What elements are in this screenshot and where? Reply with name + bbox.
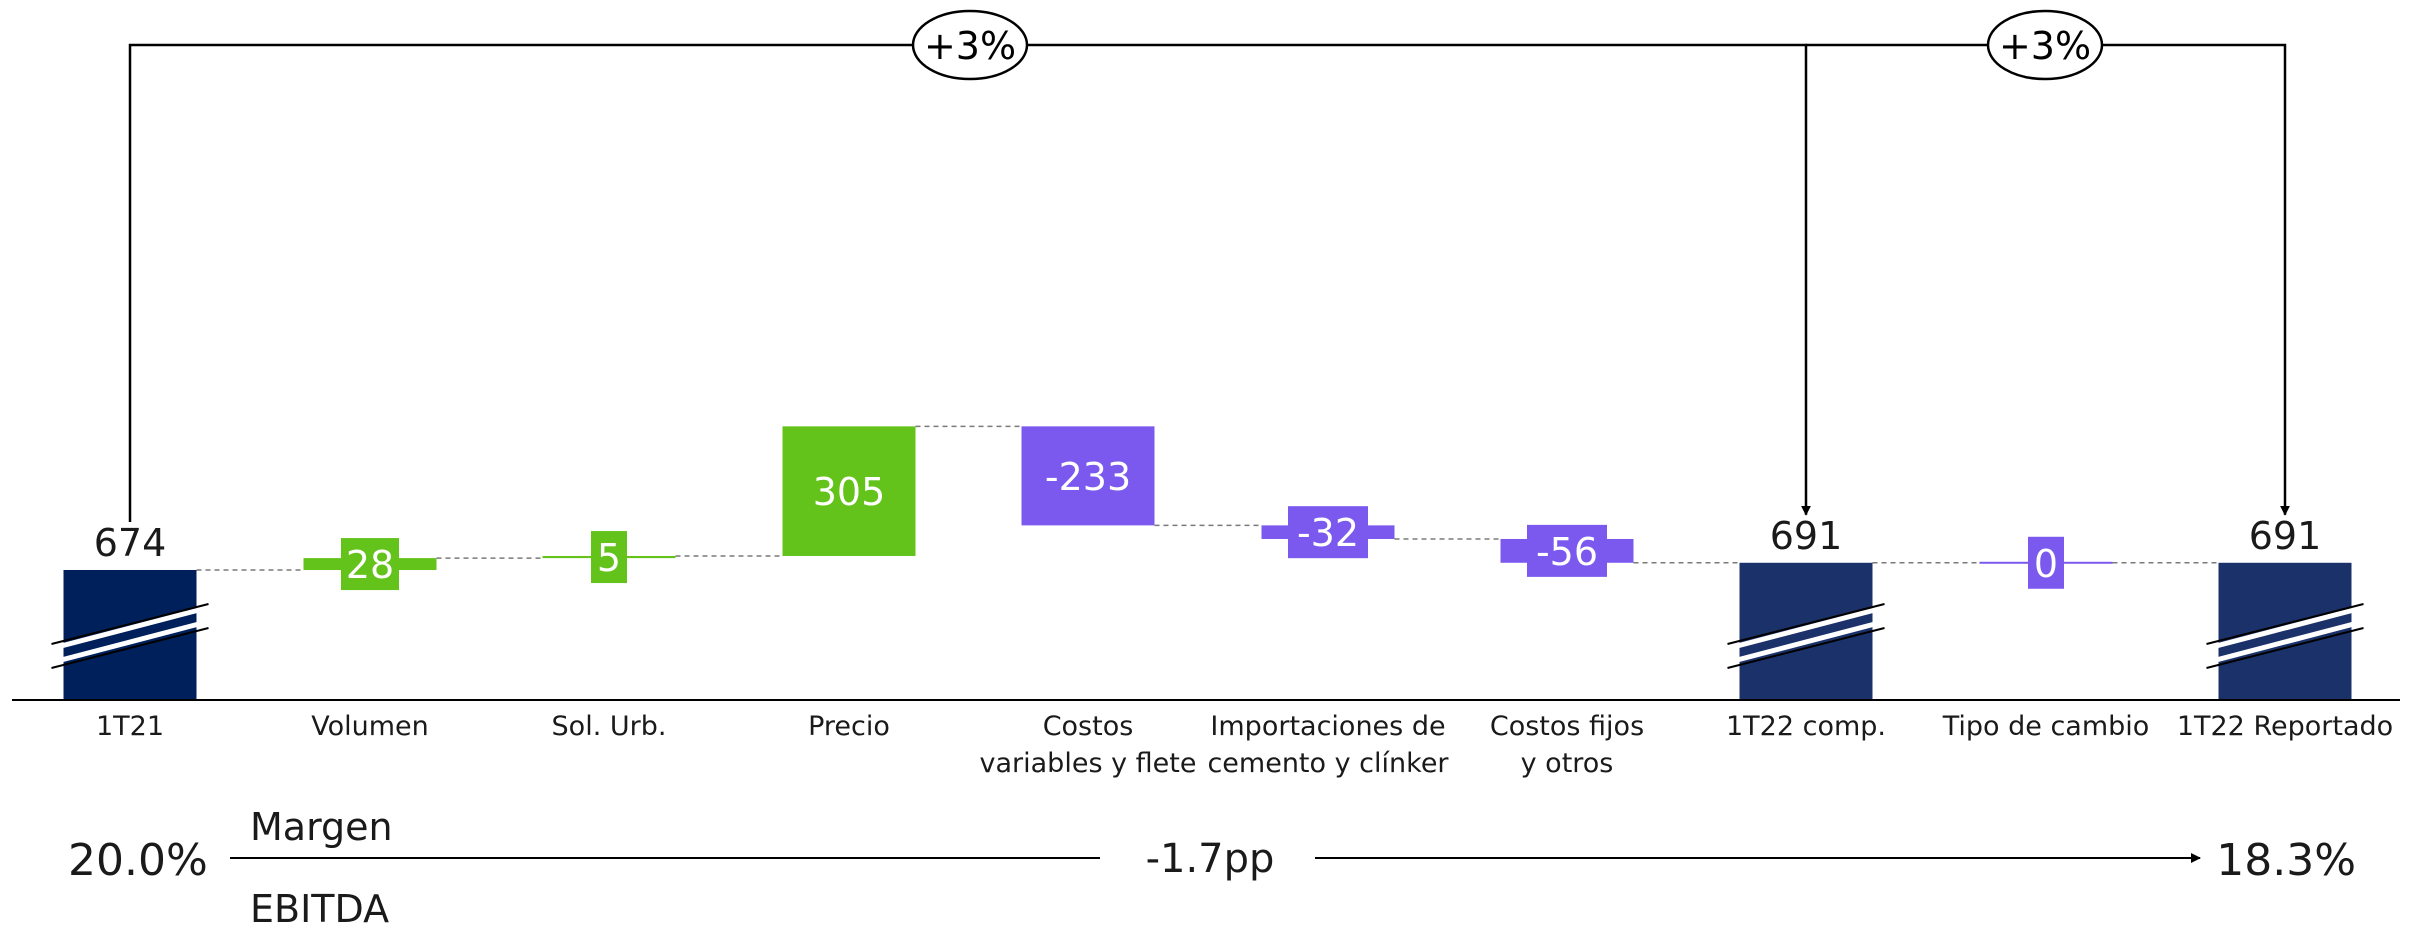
category-label: Sol. Urb.	[552, 711, 667, 742]
value-label-delta: 305	[813, 470, 886, 514]
margin-change-value: -1.7pp	[1146, 836, 1275, 882]
growth-arrow	[128, 43, 1811, 522]
bar-increase	[782, 426, 916, 556]
value-label-plate	[591, 531, 627, 584]
growth-label: +3%	[1999, 24, 2091, 68]
break-mark-line	[51, 603, 209, 645]
break-mark-white	[1728, 605, 1884, 651]
margin-start-value: 20.0%	[68, 835, 208, 886]
bar-decrease	[1021, 426, 1155, 526]
value-labels: 674 28 5 305 -233 -32 -56 691 0 691	[94, 455, 2322, 587]
break-mark-line	[1727, 627, 1885, 669]
break-mark-line	[1727, 603, 1885, 645]
category-label: Costos fijos	[1490, 711, 1644, 742]
value-label-total: 674	[94, 521, 167, 565]
category-label: Importaciones de	[1210, 711, 1445, 742]
ebitda-label: EBITDA	[250, 887, 389, 928]
value-label-delta: 0	[2034, 542, 2058, 586]
category-label: y otros	[1521, 748, 1614, 779]
break-mark-line	[51, 627, 209, 669]
value-label-delta: 5	[597, 536, 621, 580]
break-mark-line	[2206, 627, 2364, 669]
category-label: 1T21	[96, 711, 164, 742]
category-label: cemento y clínker	[1207, 748, 1449, 779]
value-label-plate	[2028, 536, 2064, 589]
bars-group	[63, 426, 2352, 700]
break-mark-white	[52, 605, 208, 651]
category-label: 1T22 Reportado	[2177, 711, 2393, 742]
ebitda-margin-row: Margen EBITDA 20.0% -1.7pp 18.3%	[68, 805, 2356, 928]
break-mark-white	[1728, 619, 1884, 665]
value-label-delta: -32	[1297, 511, 1359, 555]
margin-end-value: 18.3%	[2216, 835, 2356, 886]
break-mark-line	[2206, 603, 2364, 645]
growth-annotations: +3% +3%	[128, 9, 2290, 522]
break-mark-white	[2207, 619, 2363, 665]
break-mark-white	[2207, 605, 2363, 651]
growth-arrow	[1806, 43, 2290, 516]
value-label-total: 691	[2249, 514, 2322, 558]
growth-badge	[1986, 9, 2104, 81]
value-label-delta: -56	[1536, 530, 1598, 574]
category-label: Costos	[1043, 711, 1134, 742]
value-label-plate	[341, 538, 399, 591]
value-label-plate	[1527, 524, 1607, 577]
category-label: Tipo de cambio	[1942, 711, 2150, 742]
category-labels: 1T21 Volumen Sol. Urb. Precio Costos variable…	[96, 711, 2393, 779]
category-label: Precio	[808, 711, 890, 742]
break-mark-white	[52, 619, 208, 665]
value-label-plate	[1288, 506, 1368, 559]
growth-badge	[911, 9, 1029, 81]
axis-breaks	[51, 603, 2364, 669]
value-label-total: 691	[1770, 514, 1843, 558]
connector-lines	[196, 425, 2219, 571]
growth-label: +3%	[924, 24, 1016, 68]
margin-label: Margen	[250, 805, 393, 849]
category-label: variables y flete	[980, 748, 1197, 779]
category-label: 1T22 comp.	[1726, 711, 1886, 742]
category-label: Volumen	[311, 711, 429, 742]
value-label-delta: -233	[1045, 455, 1131, 499]
value-label-delta: 28	[346, 543, 394, 587]
